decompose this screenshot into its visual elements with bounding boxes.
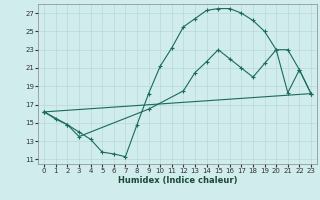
X-axis label: Humidex (Indice chaleur): Humidex (Indice chaleur) — [118, 176, 237, 185]
